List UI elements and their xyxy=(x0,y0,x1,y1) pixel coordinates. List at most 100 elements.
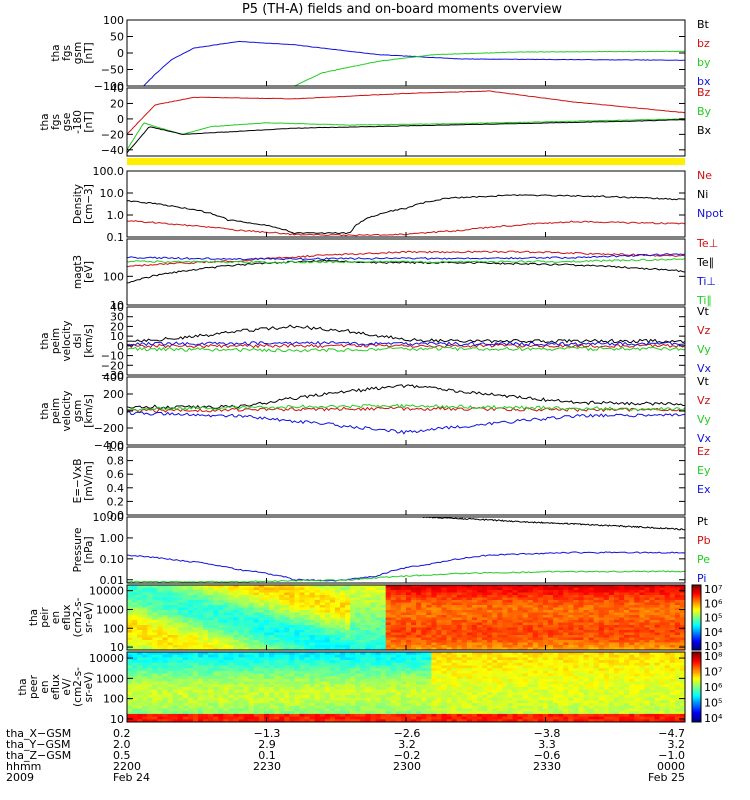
heatmap-cell xyxy=(192,684,199,688)
heatmap-cell xyxy=(203,695,209,699)
heatmap-cell xyxy=(350,602,356,606)
heatmap-cell xyxy=(532,602,539,606)
colorbar-segment xyxy=(692,624,701,627)
heatmap-cell xyxy=(466,676,473,680)
heatmap-cell xyxy=(279,620,285,623)
heatmap-cell xyxy=(517,645,524,648)
heatmap-cell xyxy=(375,695,382,699)
y-tick-label: 100 xyxy=(103,14,124,27)
heatmap-cell xyxy=(340,602,346,606)
heatmap-cell xyxy=(263,676,270,680)
heatmap-cell xyxy=(360,708,366,712)
heatmap-cell xyxy=(390,592,397,596)
legend-entry: Vy xyxy=(697,343,711,356)
heatmap-cell xyxy=(385,632,392,636)
heatmap-cell xyxy=(324,592,331,596)
heatmap-cell xyxy=(664,630,671,633)
heatmap-cell xyxy=(461,585,468,588)
heatmap-cell xyxy=(289,607,295,611)
heatmap-cell xyxy=(385,687,392,691)
heatmap-cell xyxy=(198,627,204,631)
heatmap-cell xyxy=(608,640,615,643)
heatmap-cell xyxy=(588,587,595,591)
heatmap-cell xyxy=(634,645,640,648)
heatmap-cell xyxy=(294,642,300,646)
heatmap-cell xyxy=(360,647,366,651)
heatmap-cell xyxy=(213,708,219,712)
heatmap-cell xyxy=(400,662,407,666)
heatmap-cell xyxy=(243,632,250,636)
heatmap-cell xyxy=(471,703,478,707)
heatmap-cell xyxy=(198,585,204,588)
heatmap-cell xyxy=(223,684,229,688)
heatmap-cell xyxy=(390,635,397,638)
heatmap-cell xyxy=(639,607,645,611)
heatmap-cell xyxy=(451,612,458,616)
heatmap-cell xyxy=(674,605,681,608)
heatmap-cell xyxy=(548,615,554,618)
heatmap-cell xyxy=(314,719,321,723)
heatmap-cell xyxy=(411,615,417,618)
heatmap-cell xyxy=(248,587,255,591)
heatmap-cell xyxy=(573,635,579,638)
heatmap-cell xyxy=(294,673,300,677)
heatmap-cell xyxy=(289,642,295,646)
heatmap-cell xyxy=(213,660,219,664)
heatmap-cell xyxy=(679,612,686,616)
heatmap-cell xyxy=(375,689,382,693)
heatmap-cell xyxy=(319,708,326,712)
heatmap-cell xyxy=(127,700,133,704)
heatmap-cell xyxy=(360,645,366,648)
heatmap-cell xyxy=(446,602,453,606)
heatmap-cell xyxy=(350,660,356,664)
heatmap-cell xyxy=(127,620,133,623)
heatmap-cell xyxy=(182,705,189,709)
heatmap-cell xyxy=(187,684,194,688)
heatmap-cell xyxy=(659,630,666,633)
colorbar-segment xyxy=(692,638,701,641)
heatmap-cell xyxy=(380,592,387,596)
series-Vx xyxy=(126,410,686,435)
heatmap-cell xyxy=(431,703,437,707)
heatmap-cell xyxy=(370,592,376,596)
heatmap-cell xyxy=(431,620,437,623)
heatmap-cell xyxy=(421,630,427,633)
heatmap-cell xyxy=(314,625,321,628)
heatmap-cell xyxy=(411,590,417,593)
heatmap-cell xyxy=(162,642,168,646)
heatmap-cell xyxy=(284,632,290,636)
heatmap-cell xyxy=(441,587,447,591)
heatmap-cell xyxy=(162,668,168,672)
heatmap-cell xyxy=(304,612,311,616)
heatmap-cell xyxy=(329,716,336,720)
heatmap-cell xyxy=(203,660,209,664)
heatmap-cell xyxy=(456,592,463,596)
heatmap-cell xyxy=(517,640,524,643)
heatmap-cell xyxy=(137,617,143,621)
heatmap-cell xyxy=(304,678,311,683)
heatmap-cell xyxy=(497,627,503,631)
heatmap-cell xyxy=(624,645,630,648)
heatmap-cell xyxy=(304,590,311,593)
heatmap-cell xyxy=(334,612,341,616)
heatmap-cell xyxy=(269,708,275,712)
heatmap-cell xyxy=(426,695,432,699)
heatmap-cell xyxy=(608,610,615,613)
heatmap-cell xyxy=(269,627,275,631)
y-tick-label: −20 xyxy=(101,128,124,141)
heatmap-cell xyxy=(365,713,371,718)
heatmap-cell xyxy=(558,600,564,603)
heatmap-cell xyxy=(182,585,189,588)
heatmap-cell xyxy=(441,662,447,666)
heatmap-cell xyxy=(132,647,138,651)
heatmap-cell xyxy=(639,597,645,601)
heatmap-cell xyxy=(380,670,387,674)
heatmap-cell xyxy=(218,597,224,601)
heatmap-cell xyxy=(406,705,412,709)
heatmap-cell xyxy=(441,719,447,723)
heatmap-cell xyxy=(355,705,361,709)
heatmap-cell xyxy=(654,647,661,651)
heatmap-cell xyxy=(517,595,524,598)
